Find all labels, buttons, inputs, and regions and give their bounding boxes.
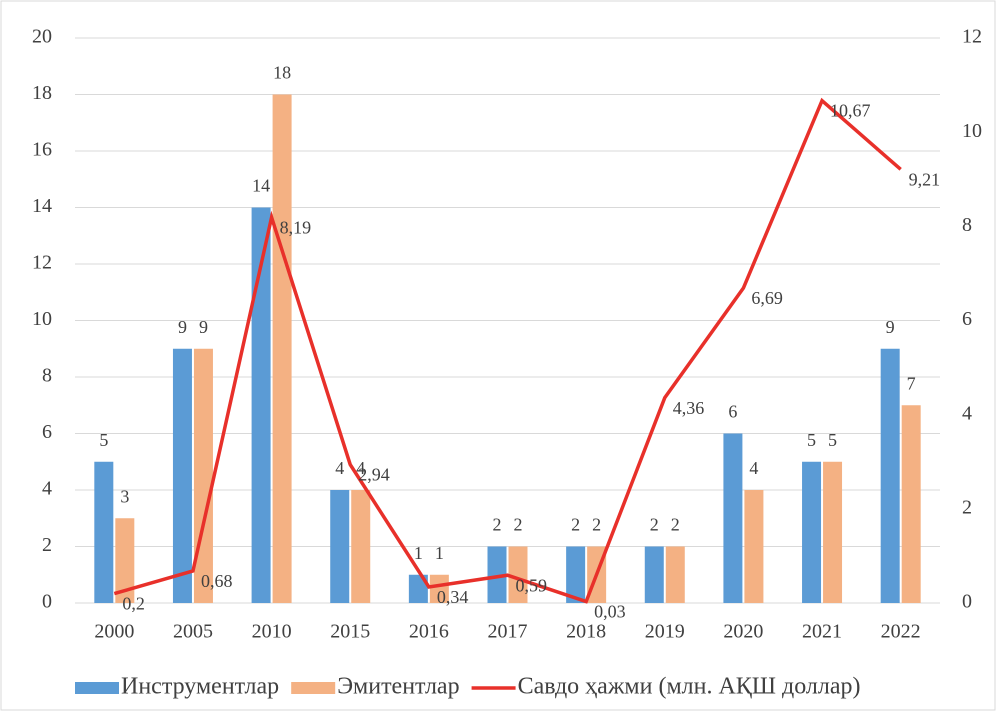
line-value-label: 9,21 [909, 169, 941, 189]
bar [901, 405, 921, 603]
y-tick-label: 8 [42, 365, 52, 387]
y-tick-label: 4 [42, 478, 52, 500]
line-value-label: 6,69 [751, 288, 783, 308]
bar-value-label: 2 [650, 515, 659, 535]
line-value-label: 0,2 [122, 594, 144, 614]
bar-value-label: 1 [414, 543, 423, 563]
bar [665, 546, 685, 603]
bar-value-label: 5 [828, 430, 837, 450]
bar-value-label: 4 [749, 458, 758, 478]
line-value-label: 10,67 [830, 101, 871, 121]
y-tick-label: 10 [32, 308, 52, 330]
legend-swatch [291, 682, 336, 694]
line-value-label: 0,34 [437, 587, 469, 607]
bar [429, 574, 449, 603]
x-tick-label: 2020 [723, 621, 763, 643]
y-tick-label: 16 [32, 139, 52, 161]
bar [330, 490, 350, 603]
y2-tick-label: 12 [962, 26, 982, 48]
legend-label: Савдо ҳажми (млн. АҚШ доллар) [518, 674, 861, 700]
bar-value-label: 2 [493, 515, 502, 535]
bar-value-label: 9 [199, 317, 208, 337]
x-tick-label: 2017 [488, 621, 528, 643]
x-tick-label: 2010 [252, 621, 292, 643]
y2-tick-label: 2 [962, 496, 972, 518]
bar [351, 490, 371, 603]
bar [644, 546, 664, 603]
line-value-label: 4,36 [673, 398, 705, 418]
bar-value-label: 5 [807, 430, 816, 450]
legend-label: Инструментлар [121, 674, 279, 700]
bar-value-label: 18 [273, 63, 291, 83]
y-tick-label: 2 [42, 534, 52, 556]
bar [115, 518, 135, 603]
x-tick-label: 2005 [173, 621, 213, 643]
bar [823, 461, 843, 603]
y-tick-label: 0 [42, 591, 52, 613]
bar [566, 546, 586, 603]
bar-value-label: 14 [252, 176, 270, 196]
bar [408, 574, 428, 603]
x-tick-label: 2015 [330, 621, 370, 643]
bar-value-label: 2 [571, 515, 580, 535]
x-tick-label: 2000 [94, 621, 134, 643]
bar-value-label: 2 [514, 515, 523, 535]
bar [744, 490, 764, 603]
bar [251, 207, 271, 603]
bar-value-label: 5 [99, 430, 108, 450]
y2-tick-label: 6 [962, 308, 972, 330]
bar [487, 546, 507, 603]
bar-value-label: 7 [907, 373, 916, 393]
bar [508, 546, 528, 603]
bar-value-label: 4 [335, 458, 344, 478]
bar [172, 348, 192, 603]
x-tick-label: 2022 [881, 621, 921, 643]
bar [193, 348, 213, 603]
y-tick-label: 18 [32, 82, 52, 104]
line [113, 97, 902, 604]
legend-swatch [75, 682, 119, 694]
line-value-label: 2,94 [358, 465, 390, 485]
legend-label: Эмитентлар [337, 674, 459, 700]
bar-value-label: 3 [120, 486, 129, 506]
bar-value-label: 6 [728, 402, 737, 422]
bar-value-label: 2 [592, 515, 601, 535]
line-value-label: 0,03 [594, 602, 626, 622]
y2-tick-label: 10 [962, 120, 982, 142]
bar-value-label: 9 [178, 317, 187, 337]
y-tick-label: 12 [32, 252, 52, 274]
line-value-label: 0,59 [516, 575, 548, 595]
bar [272, 94, 292, 603]
bar-value-label: 2 [671, 515, 680, 535]
y-tick-label: 6 [42, 421, 52, 443]
line-value-label: 8,19 [280, 218, 312, 238]
y2-tick-label: 8 [962, 214, 972, 236]
x-tick-label: 2021 [802, 621, 842, 643]
y-tick-label: 14 [32, 195, 52, 217]
bar-value-label: 9 [886, 317, 895, 337]
bar [723, 433, 743, 603]
y2-tick-label: 0 [962, 591, 972, 613]
bar [880, 348, 900, 603]
x-tick-label: 2018 [566, 621, 606, 643]
bar-value-label: 1 [435, 543, 444, 563]
x-tick-label: 2016 [409, 621, 449, 643]
x-tick-label: 2019 [645, 621, 685, 643]
y2-tick-label: 4 [962, 402, 972, 424]
bar [94, 461, 114, 603]
line-value-label: 0,68 [201, 571, 233, 591]
bar-value-label: 4 [356, 458, 365, 478]
y-tick-label: 20 [32, 26, 52, 48]
bar [802, 461, 822, 603]
